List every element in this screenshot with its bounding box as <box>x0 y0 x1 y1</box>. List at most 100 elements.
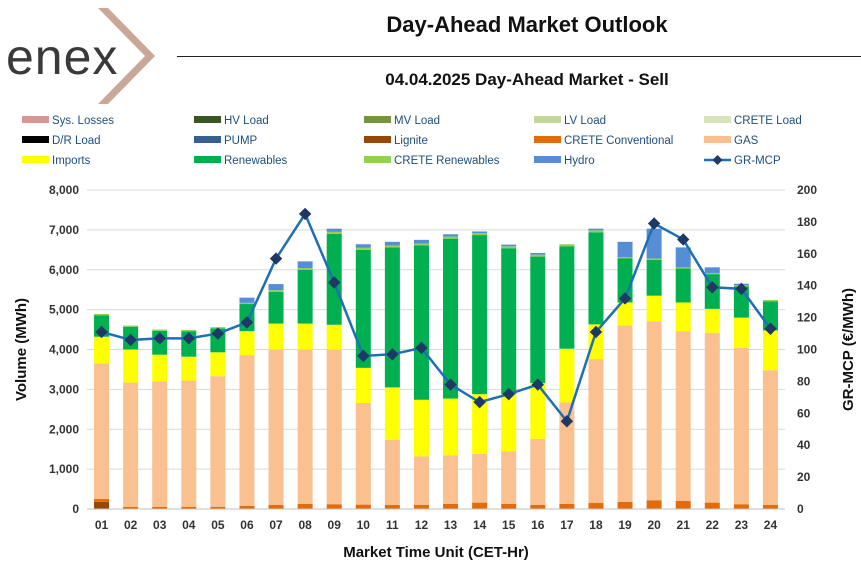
bar-gas <box>268 349 284 506</box>
gr-mcp-marker <box>444 378 457 391</box>
y-tick-label: 1,000 <box>49 462 79 476</box>
legend-item: Imports <box>22 154 90 168</box>
bar-imports <box>559 348 575 403</box>
gr-mcp-marker <box>618 292 632 305</box>
gr-mcp-marker <box>240 316 254 329</box>
bar-crete-renewables <box>355 247 371 250</box>
x-tick-label: 24 <box>764 518 778 532</box>
legend-label: Lignite <box>394 135 428 147</box>
bar-crete-renewables <box>559 244 575 247</box>
bar-gas <box>762 370 778 506</box>
y2-tick-label: 140 <box>797 279 817 293</box>
bar-crete-conventional <box>94 499 110 502</box>
legend-item: MV Load <box>364 114 440 128</box>
y2-tick-label: 60 <box>797 406 811 420</box>
bar-crete-conventional <box>472 502 488 509</box>
legend-swatch <box>194 156 221 164</box>
logo-text: enex <box>6 29 118 85</box>
bar-lignite <box>94 501 110 509</box>
legend-label: CRETE Conventional <box>564 135 674 147</box>
bar-crete-renewables <box>239 302 255 305</box>
bar-hydro <box>326 228 342 232</box>
bar-imports <box>704 308 720 333</box>
x-tick-label: 07 <box>269 518 283 532</box>
bar-gas <box>239 355 255 506</box>
bar-crete-renewables <box>384 245 400 248</box>
y2-tick-label: 40 <box>797 438 811 452</box>
legend-item: Lignite <box>364 134 428 148</box>
bar-crete-conventional <box>762 505 778 509</box>
bar-crete-conventional <box>704 502 720 509</box>
y2-tick-label: 0 <box>797 502 804 516</box>
bar-hydro <box>617 241 633 257</box>
bar-gas <box>123 382 139 508</box>
bar-gas <box>326 349 342 505</box>
bar-gas <box>530 438 546 506</box>
bar-renewables <box>646 259 662 296</box>
gr-mcp-line <box>101 211 772 424</box>
legend-label: GR-MCP <box>734 155 781 167</box>
logo-chevron <box>98 8 155 104</box>
legend-item: PUMP <box>194 134 257 148</box>
legend-item: CRETE Load <box>704 114 802 128</box>
bar-renewables <box>384 247 400 388</box>
bar-crete-renewables <box>472 233 488 236</box>
bar-crete-conventional <box>152 507 168 509</box>
bar-hydro <box>443 234 459 237</box>
gr-mcp-marker <box>735 282 748 296</box>
bar-imports <box>355 367 371 403</box>
y2-tick-label: 200 <box>797 183 817 197</box>
bar-gas <box>733 347 749 505</box>
legend-label: Renewables <box>224 155 288 167</box>
x-tick-label: 08 <box>298 518 312 532</box>
bar-gas <box>559 402 575 504</box>
gr-mcp-marker <box>298 207 312 221</box>
x-tick-label: 15 <box>502 518 516 532</box>
bar-imports <box>675 302 691 332</box>
bar-gas <box>472 453 488 503</box>
legend-label: MV Load <box>394 115 441 127</box>
bar-imports <box>210 352 226 377</box>
legend-line-swatch <box>704 154 731 165</box>
x-tick-label: 03 <box>153 518 167 532</box>
bar-imports <box>181 356 197 381</box>
bar-renewables <box>443 238 459 399</box>
x-tick-label: 04 <box>182 518 196 532</box>
bar-crete-renewables <box>413 243 429 246</box>
legend-swatch <box>364 136 391 144</box>
bar-renewables <box>297 269 313 324</box>
title-divider <box>177 56 861 57</box>
legend-swatch <box>22 116 49 124</box>
bar-gas <box>384 440 400 506</box>
bar-imports <box>472 394 488 454</box>
legend-item: GAS <box>704 134 758 148</box>
gr-mcp-marker <box>386 348 399 361</box>
y2-tick-label: 100 <box>797 343 817 357</box>
bar-crete-conventional <box>210 507 226 509</box>
x-tick-label: 12 <box>415 518 429 532</box>
bar-crete-renewables <box>646 258 662 260</box>
legend-label: Sys. Losses <box>52 115 114 127</box>
page-title: Day-Ahead Market Outlook <box>386 12 668 37</box>
legend-swatch <box>534 156 561 164</box>
x-tick-label: 19 <box>618 518 632 532</box>
bar-imports <box>733 317 749 348</box>
gr-mcp-marker <box>473 395 486 409</box>
bar-imports <box>94 336 110 364</box>
bar-crete-renewables <box>704 272 720 275</box>
x-tick-label: 23 <box>735 518 749 532</box>
bar-crete-renewables <box>530 254 546 257</box>
bar-gas <box>646 321 662 501</box>
gr-mcp-marker <box>124 333 137 347</box>
x-tick-label: 22 <box>706 518 720 532</box>
bar-renewables <box>559 246 575 349</box>
gr-mcp-marker <box>182 332 195 345</box>
y2-tick-label: 180 <box>797 215 817 229</box>
bar-imports <box>297 323 313 350</box>
bar-crete-conventional <box>326 504 342 509</box>
bar-imports <box>443 398 459 456</box>
y-tick-label: 7,000 <box>49 223 79 237</box>
x-tick-label: 17 <box>560 518 574 532</box>
enex-logo: enex <box>6 8 155 104</box>
x-tick-label: 16 <box>531 518 545 532</box>
